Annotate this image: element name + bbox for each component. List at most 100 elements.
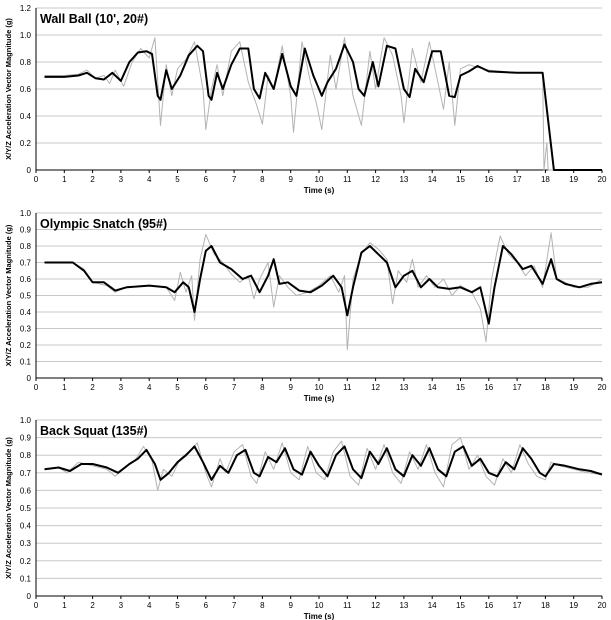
y-tick-label: 0.1 [20,358,32,367]
x-tick-label: 6 [204,601,209,610]
y-tick-label: 1.0 [20,209,32,218]
x-tick-label: 14 [428,175,437,184]
x-tick-label: 18 [541,383,550,392]
x-tick-label: 16 [484,383,493,392]
x-axis-label: Time (s) [304,394,335,403]
x-tick-label: 13 [399,175,408,184]
y-tick-label: 0.6 [20,275,32,284]
x-tick-label: 11 [343,175,352,184]
x-tick-label: 15 [456,601,465,610]
x-tick-label: 14 [428,383,437,392]
y-tick-label: 1.2 [20,4,32,13]
x-tick-label: 1 [62,383,67,392]
x-tick-label: 7 [232,601,237,610]
chart-panel-2: 00.10.20.30.40.50.60.70.80.91.00 1 2 3 4 5 6 7 8… [4,209,607,403]
y-tick-label: 0.9 [20,434,32,443]
chart-title: Back Squat (135#) [40,424,148,438]
y-tick-label: 0.6 [20,85,32,94]
x-tick-label: 11 [343,601,352,610]
series-line-smoothed [44,43,602,171]
y-tick-label: 1.0 [20,31,32,40]
x-tick-label: 17 [513,175,522,184]
x-tick-label: 14 [428,601,437,610]
y-axis-label: X/Y/Z Acceleration Vector Magnitude (g) [4,18,13,160]
x-tick-label: 8 [260,175,265,184]
y-tick-label: 0.2 [20,139,32,148]
y-tick-label: 0.9 [20,226,32,235]
x-tick-label: 8 [260,601,265,610]
x-tick-label: 3 [119,383,124,392]
series-line-raw [44,437,603,491]
series-line-raw [44,232,603,351]
y-tick-label: 0 [27,592,32,601]
chart-title: Olympic Snatch (95#) [40,217,167,231]
y-tick-label: 0 [27,166,32,175]
x-tick-label: 5 [175,175,180,184]
series-line-smoothed [44,445,603,481]
x-tick-label: 18 [541,175,550,184]
x-tick-label: 2 [90,175,95,184]
series-line-smoothed [44,245,603,325]
y-tick-label: 0.4 [20,522,32,531]
x-tick-label: 9 [288,175,293,184]
x-tick-label: 12 [371,175,380,184]
x-axis-label: Time (s) [304,186,335,195]
x-tick-label: 15 [456,383,465,392]
y-tick-label: 0.6 [20,486,32,495]
x-tick-label: 12 [371,601,380,610]
x-tick-label: 8 [260,383,265,392]
x-tick-label: 12 [371,383,380,392]
y-tick-label: 0.2 [20,341,32,350]
x-tick-label: 10 [315,601,324,610]
x-tick-label: 4 [147,383,152,392]
chart-title: Wall Ball (10', 20#) [40,12,148,26]
x-tick-label: 20 [598,601,607,610]
x-tick-label: 3 [119,601,124,610]
x-tick-label: 0 [34,383,39,392]
x-tick-label: 2 [90,601,95,610]
x-tick-label: 6 [204,383,209,392]
y-tick-label: 0.8 [20,451,32,460]
y-tick-label: 0.4 [20,112,32,121]
x-tick-label: 5 [175,383,180,392]
x-tick-label: 3 [119,175,124,184]
x-tick-label: 0 [34,175,39,184]
x-tick-label: 7 [232,383,237,392]
y-tick-label: 0.5 [20,504,32,513]
x-tick-label: 13 [399,601,408,610]
y-tick-label: 0 [27,374,32,383]
x-tick-label: 13 [399,383,408,392]
series-line-raw [44,37,602,171]
x-tick-label: 16 [484,175,493,184]
y-axis-label: X/Y/Z Acceleration Vector Magnitude (g) [4,224,13,366]
x-tick-label: 5 [175,601,180,610]
y-tick-label: 0.8 [20,242,32,251]
x-tick-label: 16 [484,601,493,610]
x-tick-label: 11 [343,383,352,392]
y-tick-label: 0.4 [20,308,32,317]
x-tick-label: 9 [288,383,293,392]
x-tick-label: 15 [456,175,465,184]
x-tick-label: 20 [598,383,607,392]
x-tick-label: 17 [513,601,522,610]
x-tick-label: 18 [541,601,550,610]
x-tick-label: 20 [598,175,607,184]
x-tick-label: 10 [315,175,324,184]
x-tick-label: 2 [90,383,95,392]
chart-panel-1: 00.20.40.60.81.01.20 1 2 3 4 5 6 7 8 9 10 11 12 13 14 1… [4,4,607,195]
y-tick-label: 1.0 [20,416,32,425]
y-axis-label: X/Y/Z Acceleration Vector Magnitude (g) [4,437,13,579]
x-tick-label: 1 [62,175,67,184]
x-tick-label: 7 [232,175,237,184]
x-tick-label: 17 [513,383,522,392]
y-tick-label: 0.7 [20,469,32,478]
x-axis-label: Time (s) [304,612,335,620]
x-tick-label: 4 [147,601,152,610]
x-tick-label: 19 [569,175,578,184]
x-tick-label: 19 [569,601,578,610]
x-tick-label: 4 [147,175,152,184]
x-tick-label: 19 [569,383,578,392]
x-tick-label: 0 [34,601,39,610]
x-tick-label: 10 [315,383,324,392]
